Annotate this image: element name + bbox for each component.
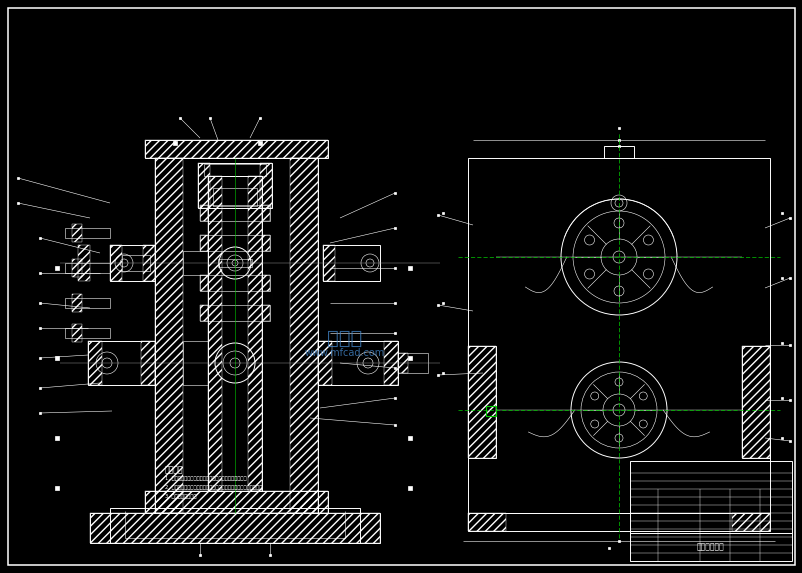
Bar [141, 341, 155, 385]
Bar [260, 163, 272, 208]
Bar [322, 245, 334, 281]
Bar [155, 158, 318, 513]
Bar [204, 164, 265, 176]
Bar [143, 245, 155, 281]
Bar [145, 491, 327, 513]
Bar [318, 341, 398, 385]
Bar [72, 224, 82, 242]
Bar [65, 328, 110, 338]
Bar [110, 245, 155, 281]
Bar [65, 263, 110, 273]
Bar [65, 228, 110, 238]
Bar [72, 259, 82, 277]
Bar [261, 235, 269, 251]
Bar [630, 461, 791, 561]
Bar [731, 513, 769, 531]
Bar [90, 513, 379, 543]
Bar [248, 176, 261, 491]
Bar [468, 346, 496, 458]
Bar [398, 353, 427, 373]
Bar [261, 205, 269, 221]
Bar [208, 176, 221, 491]
Bar [72, 324, 82, 342]
Bar [198, 163, 272, 208]
Bar [200, 275, 269, 291]
Bar [741, 346, 769, 458]
Text: 1. 箱体铸，铸件里外需做防锈处理，不允许有裂纹缺陷。: 1. 箱体铸，铸件里外需做防锈处理，不允许有裂纹缺陷。 [164, 476, 246, 481]
Text: 2. 箱体铸件，产品同平面度误差符合，应在允许的范围分布在线上。: 2. 箱体铸件，产品同平面度误差符合，应在允许的范围分布在线上。 [164, 485, 262, 490]
Bar [603, 146, 634, 158]
Bar [200, 235, 208, 251]
Bar [485, 406, 496, 416]
Bar [200, 275, 208, 291]
Bar [90, 513, 379, 543]
Text: 技术要求: 技术要求 [164, 465, 184, 474]
Bar [213, 188, 257, 206]
Bar [78, 245, 90, 281]
Bar [88, 341, 155, 385]
Bar [72, 294, 82, 312]
Bar [468, 346, 496, 458]
Bar [110, 508, 359, 543]
Text: www.mfcad.com: www.mfcad.com [305, 348, 385, 358]
Bar [200, 205, 269, 221]
Bar [155, 158, 183, 513]
Bar [145, 491, 327, 513]
Bar [183, 341, 208, 385]
Bar [200, 205, 208, 221]
Bar [198, 163, 210, 208]
Text: 进给变速工图: 进给变速工图 [696, 543, 724, 551]
Text: 3. 毛坯零件先试样。: 3. 毛坯零件先试样。 [164, 494, 196, 499]
Bar [200, 305, 269, 321]
Bar [145, 140, 327, 158]
Bar [468, 513, 769, 531]
Bar [398, 353, 407, 373]
Bar [88, 341, 102, 385]
Bar [122, 255, 150, 271]
Bar [322, 245, 379, 281]
Bar [183, 251, 208, 275]
Bar [383, 341, 398, 385]
Bar [318, 341, 331, 385]
Text: 沐风网: 沐风网 [327, 328, 363, 347]
Bar [65, 298, 110, 308]
Bar [741, 346, 769, 458]
Bar [200, 235, 269, 251]
Bar [217, 259, 252, 267]
Bar [290, 158, 318, 513]
Bar [468, 158, 769, 513]
Bar [261, 275, 269, 291]
Bar [208, 176, 261, 491]
Bar [145, 140, 327, 158]
Bar [468, 513, 505, 531]
Bar [110, 245, 122, 281]
Bar [261, 305, 269, 321]
Bar [200, 305, 208, 321]
